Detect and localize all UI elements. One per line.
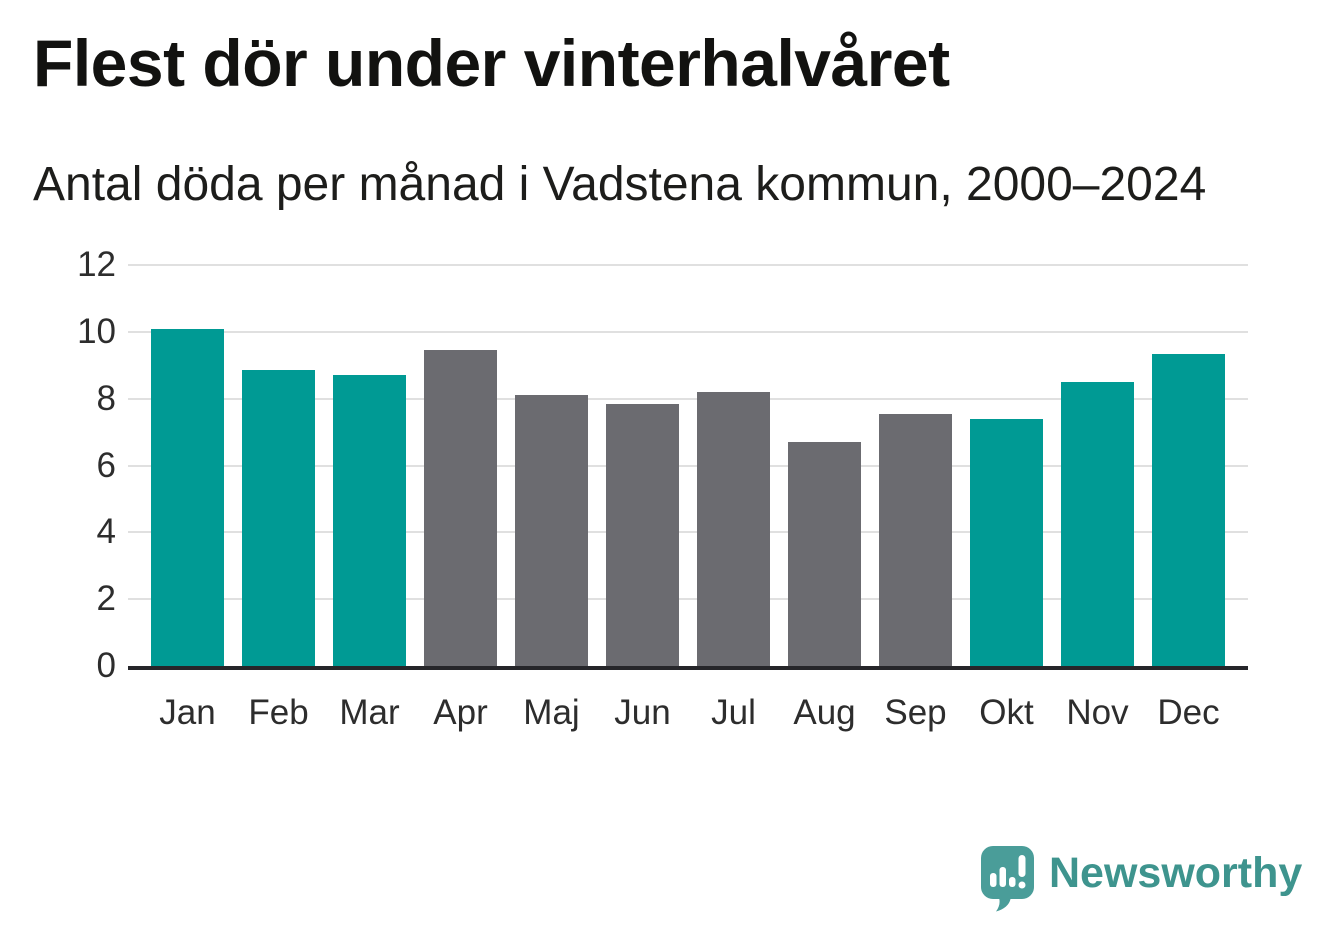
- y-tick-label-6: 6: [96, 445, 116, 485]
- brand-name: Newsworthy: [1049, 849, 1303, 897]
- gridline-10: [128, 330, 1248, 333]
- bar-aug: [788, 442, 861, 666]
- x-tick-label-feb: Feb: [248, 693, 309, 732]
- x-tick-label-sep: Sep: [884, 693, 947, 732]
- x-tick-label-maj: Maj: [523, 693, 580, 732]
- gridline-8: [128, 397, 1248, 400]
- gridline-4: [128, 531, 1248, 534]
- y-tick-label-4: 4: [96, 512, 116, 552]
- bar-mar: [333, 375, 406, 666]
- x-axis-labels: Jan Feb Mar Apr Maj Jun Jul Aug Sep Okt Nov Dec: [128, 693, 1248, 733]
- bar-dec: [1152, 353, 1225, 666]
- x-tick-label-aug: Aug: [793, 693, 856, 732]
- bar-jul: [697, 391, 770, 666]
- y-tick-label-10: 10: [77, 311, 116, 351]
- logo-exclamation-dot: [1018, 881, 1026, 889]
- bar-apr: [424, 350, 497, 666]
- brand-footer: Newsworthy: [981, 846, 1302, 912]
- logo-bar-3: [1009, 877, 1016, 887]
- gridline-2: [128, 598, 1248, 601]
- bar-feb: [242, 370, 315, 666]
- x-tick-label-apr: Apr: [433, 693, 488, 732]
- y-tick-label-2: 2: [96, 579, 116, 619]
- y-tick-label-12: 12: [77, 245, 116, 284]
- x-tick-label-dec: Dec: [1157, 693, 1220, 732]
- x-tick-label-okt: Okt: [979, 693, 1034, 732]
- y-tick-label-8: 8: [96, 378, 116, 418]
- x-tick-label-jul: Jul: [711, 693, 756, 732]
- gridline-6: [128, 464, 1248, 467]
- chart-title: Flest dör under vinterhalvåret: [33, 26, 950, 100]
- x-tick-label-mar: Mar: [339, 693, 400, 732]
- newsworthy-logo-icon: [981, 846, 1034, 912]
- bar-nov: [1061, 381, 1134, 666]
- x-tick-label-jun: Jun: [614, 693, 671, 732]
- gridline-12: [128, 264, 1248, 266]
- logo-exclamation-bar: [1018, 855, 1026, 877]
- y-tick-label-0: 0: [96, 646, 116, 685]
- bar-maj: [515, 395, 588, 666]
- plot-area: Jan Feb Mar Apr Maj Jun Jul Aug Sep Okt Nov Dec 0 2 4…: [77, 245, 1248, 732]
- logo-bar-1: [990, 873, 997, 887]
- bar-jan: [151, 328, 224, 666]
- x-tick-label-nov: Nov: [1066, 693, 1129, 732]
- bar-okt: [970, 418, 1043, 666]
- logo-bar-2: [999, 867, 1006, 887]
- chart-subtitle: Antal döda per månad i Vadstena kommun, …: [33, 158, 1207, 211]
- bar-jun: [606, 403, 679, 666]
- bars: [128, 265, 1248, 666]
- bar-sep: [879, 413, 952, 666]
- x-tick-label-jan: Jan: [159, 693, 216, 732]
